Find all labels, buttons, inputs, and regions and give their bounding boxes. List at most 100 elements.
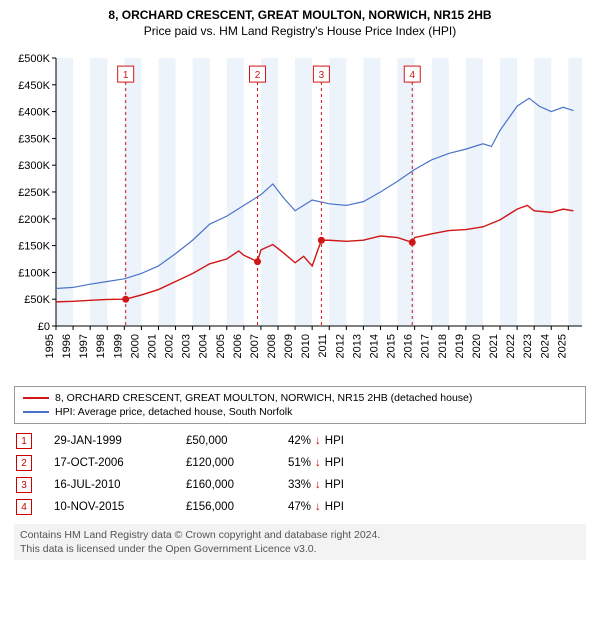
sale-row-marker: 3 xyxy=(16,477,32,493)
y-tick-label: £400K xyxy=(18,107,50,119)
x-tick-label: 2014 xyxy=(368,334,380,358)
y-tick-label: £300K xyxy=(18,160,50,172)
legend: 8, ORCHARD CRESCENT, GREAT MOULTON, NORW… xyxy=(14,386,586,424)
year-band xyxy=(500,58,517,326)
x-tick-label: 2019 xyxy=(454,334,466,358)
y-tick-label: £100K xyxy=(18,267,50,279)
sale-marker-number: 3 xyxy=(319,70,325,81)
attribution-line: This data is licensed under the Open Gov… xyxy=(20,542,580,556)
x-tick-label: 2007 xyxy=(249,334,261,358)
legend-label: 8, ORCHARD CRESCENT, GREAT MOULTON, NORW… xyxy=(55,392,472,404)
sale-row: 410-NOV-2015£156,00047%↓HPI xyxy=(14,496,586,518)
year-band xyxy=(534,58,551,326)
sale-diff-vs: HPI xyxy=(325,435,344,447)
sale-diff-pct: 47% xyxy=(288,501,311,513)
arrow-down-icon: ↓ xyxy=(315,435,321,447)
y-tick-label: £450K xyxy=(18,80,50,92)
legend-item: 8, ORCHARD CRESCENT, GREAT MOULTON, NORW… xyxy=(23,391,577,405)
sale-marker-number: 4 xyxy=(409,70,415,81)
sale-price: £160,000 xyxy=(186,479,266,491)
y-tick-label: £0 xyxy=(38,321,50,333)
x-tick-label: 2004 xyxy=(198,334,210,358)
sale-date: 17-OCT-2006 xyxy=(54,457,164,469)
attribution: Contains HM Land Registry data © Crown c… xyxy=(14,524,586,560)
x-tick-label: 2010 xyxy=(300,334,312,358)
year-band xyxy=(466,58,483,326)
x-tick-label: 2016 xyxy=(403,334,415,358)
year-band xyxy=(432,58,449,326)
x-tick-label: 1999 xyxy=(112,334,124,358)
year-band xyxy=(363,58,380,326)
sale-marker-dot xyxy=(318,237,325,244)
x-tick-label: 2009 xyxy=(283,334,295,358)
year-band xyxy=(329,58,346,326)
sale-price: £120,000 xyxy=(186,457,266,469)
sale-diff: 51% ↓ HPI xyxy=(288,457,378,469)
sale-diff-vs: HPI xyxy=(325,501,344,513)
sale-diff: 42% ↓ HPI xyxy=(288,435,378,447)
sale-row: 129-JAN-1999£50,00042%↓HPI xyxy=(14,430,586,452)
x-tick-label: 2002 xyxy=(164,334,176,358)
x-tick-label: 2006 xyxy=(232,334,244,358)
sale-row-marker: 4 xyxy=(16,499,32,515)
year-band xyxy=(90,58,107,326)
sale-diff-pct: 42% xyxy=(288,435,311,447)
y-tick-label: £250K xyxy=(18,187,50,199)
x-tick-label: 2005 xyxy=(215,334,227,358)
y-tick-label: £500K xyxy=(18,53,50,65)
x-tick-label: 2022 xyxy=(505,334,517,358)
x-tick-label: 2025 xyxy=(556,334,568,358)
line-chart: £0 £50K £100K £150K £200K £250K £300K £350K £400… xyxy=(10,48,590,378)
x-tick-label: 2013 xyxy=(351,334,363,358)
sale-row: 2 17-OCT-2006 £120,000 51% ↓ HPI xyxy=(14,452,586,474)
legend-swatch xyxy=(23,397,49,399)
y-tick-label: £50K xyxy=(24,294,50,306)
x-tick-label: 1996 xyxy=(61,334,73,358)
sale-date: 10-NOV-2015 xyxy=(54,501,164,513)
sale-row: 3 16-JUL-2010 £160,000 33% ↓ HPI xyxy=(14,474,586,496)
y-tick-label: £350K xyxy=(18,133,50,145)
x-tick-label: 1995 xyxy=(44,334,56,358)
arrow-down-icon: ↓ xyxy=(315,457,321,469)
sale-row-marker: 2 xyxy=(16,455,32,471)
legend-swatch xyxy=(23,411,49,413)
year-band xyxy=(193,58,210,326)
year-band xyxy=(124,58,141,326)
x-tick-label: 2015 xyxy=(386,334,398,358)
sale-diff-pct: 51% xyxy=(288,457,311,469)
year-band xyxy=(56,58,73,326)
y-tick-label: £200K xyxy=(18,214,50,226)
year-band xyxy=(568,58,582,326)
y-tick-label: £150K xyxy=(18,241,50,253)
x-tick-label: 2024 xyxy=(539,334,551,358)
sale-date: 16-JUL-2010 xyxy=(54,479,164,491)
x-tick-label: 2021 xyxy=(488,334,500,358)
sale-marker-dot xyxy=(254,258,261,265)
x-tick-label: 2020 xyxy=(471,334,483,358)
year-band xyxy=(227,58,244,326)
sale-marker-number: 1 xyxy=(123,70,129,81)
sale-diff-vs: HPI xyxy=(325,479,344,491)
arrow-down-icon: ↓ xyxy=(315,479,321,491)
attribution-line: Contains HM Land Registry data © Crown c… xyxy=(20,528,580,542)
sale-diff: 47% ↓ HPI xyxy=(288,501,378,513)
sale-diff-vs: HPI xyxy=(325,457,344,469)
sale-marker-dot xyxy=(409,239,416,246)
x-tick-label: 2011 xyxy=(317,334,329,358)
sales-table: 129-JAN-1999£50,00042%↓HPI217-OCT-2006£1… xyxy=(14,430,586,518)
chart-subtitle: Price paid vs. HM Land Registry's House … xyxy=(8,24,592,38)
x-tick-label: 2003 xyxy=(181,334,193,358)
sale-price: £50,000 xyxy=(186,435,266,447)
sale-marker-dot xyxy=(122,296,129,303)
x-tick-label: 2018 xyxy=(437,334,449,358)
sale-date: 29-JAN-1999 xyxy=(54,435,164,447)
x-tick-label: 2023 xyxy=(522,334,534,358)
sale-diff-pct: 33% xyxy=(288,479,311,491)
arrow-down-icon: ↓ xyxy=(315,501,321,513)
x-tick-label: 1998 xyxy=(95,334,107,358)
x-tick-label: 1997 xyxy=(78,334,90,358)
x-tick-label: 2000 xyxy=(129,334,141,358)
sale-diff: 33% ↓ HPI xyxy=(288,479,378,491)
sale-marker-number: 2 xyxy=(255,70,261,81)
chart-area: £0 £50K £100K £150K £200K £250K £300K £350K £400… xyxy=(8,48,592,378)
